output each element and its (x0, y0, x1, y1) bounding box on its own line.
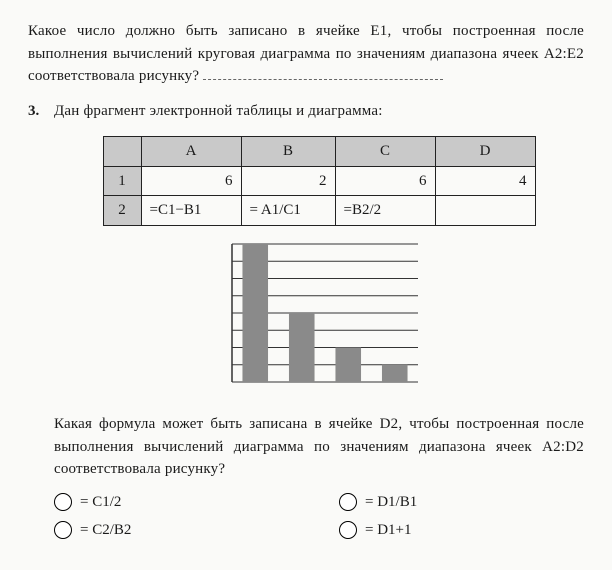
table-row: 2 =C1−B1 = A1/C1 =B2/2 (103, 196, 535, 226)
radio-icon[interactable] (54, 493, 72, 511)
option-a[interactable]: = C1/2 (54, 491, 299, 514)
task-statement: Дан фрагмент электронной таблицы и диагр… (54, 100, 584, 123)
col-header-b: B (241, 137, 335, 167)
col-header-a: A (141, 137, 241, 167)
col-header-d: D (435, 137, 535, 167)
col-header-c: C (335, 137, 435, 167)
cell-b1: 2 (241, 166, 335, 196)
spreadsheet-table: A B C D 1 6 2 6 4 2 =C1−B1 = A1/C1 =B2/2 (103, 136, 536, 226)
cell-d2 (435, 196, 535, 226)
option-b[interactable]: = D1/B1 (339, 491, 584, 514)
option-text: = C1/2 (80, 491, 121, 514)
row-head-2: 2 (103, 196, 141, 226)
task-number: 3. (28, 100, 54, 123)
option-text: = C2/B2 (80, 519, 131, 542)
bar-chart (54, 238, 584, 396)
option-text: = D1/B1 (365, 491, 417, 514)
cell-d1: 4 (435, 166, 535, 196)
option-d[interactable]: = D1+1 (339, 519, 584, 542)
answer-blank[interactable] (203, 67, 443, 81)
option-c[interactable]: = C2/B2 (54, 519, 299, 542)
intro-paragraph: Какое число должно быть записано в ячейк… (28, 20, 584, 88)
task-question: Какая формула может быть записана в ячей… (54, 413, 584, 481)
corner-cell (103, 137, 141, 167)
bar-chart-svg (214, 238, 424, 388)
table-row: 1 6 2 6 4 (103, 166, 535, 196)
options-grid: = C1/2 = D1/B1 = C2/B2 = D1+1 (54, 491, 584, 542)
radio-icon[interactable] (339, 521, 357, 539)
cell-c2: =B2/2 (335, 196, 435, 226)
radio-icon[interactable] (339, 493, 357, 511)
cell-b2: = A1/C1 (241, 196, 335, 226)
radio-icon[interactable] (54, 521, 72, 539)
cell-a2: =C1−B1 (141, 196, 241, 226)
task-block: 3. Дан фрагмент электронной таблицы и ди… (28, 100, 584, 542)
cell-a1: 6 (141, 166, 241, 196)
cell-c1: 6 (335, 166, 435, 196)
row-head-1: 1 (103, 166, 141, 196)
option-text: = D1+1 (365, 519, 412, 542)
